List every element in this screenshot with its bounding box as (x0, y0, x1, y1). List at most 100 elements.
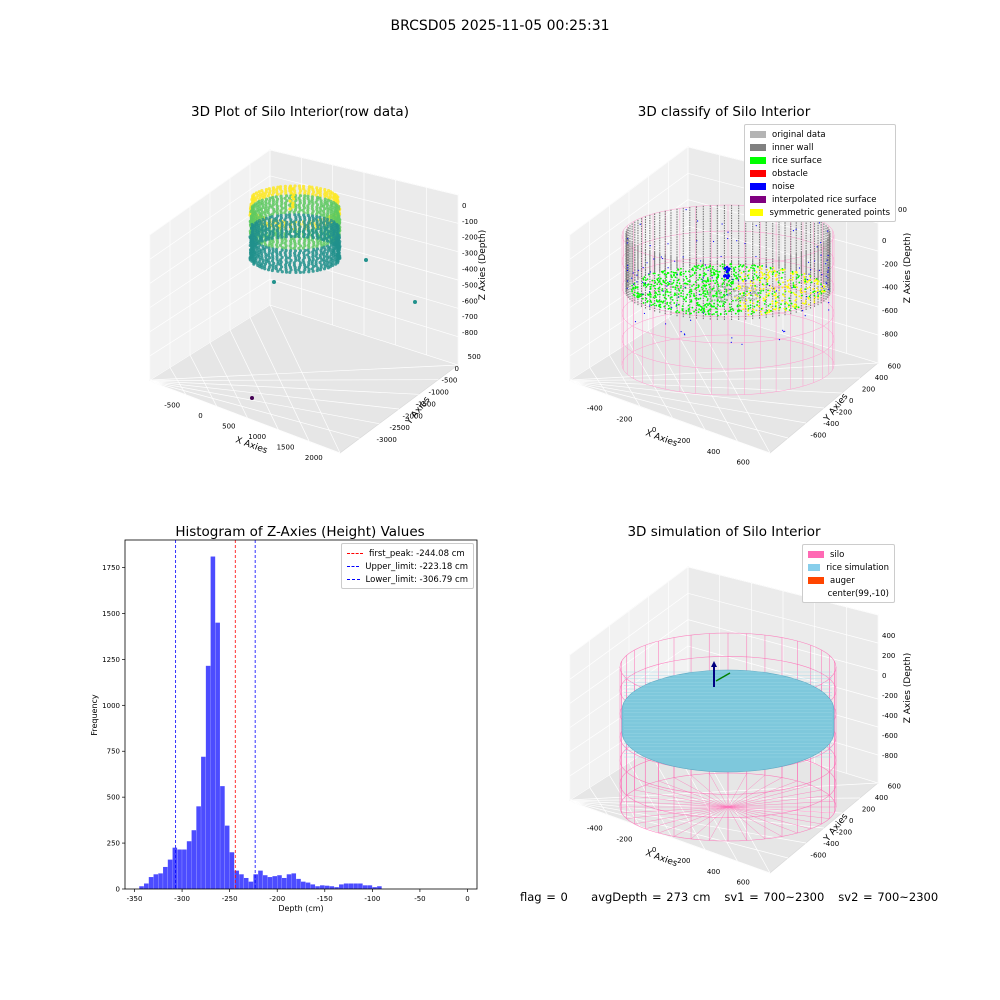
panel2-surface-point (698, 274, 701, 277)
panel1-point (267, 248, 272, 253)
panel1-point (258, 262, 262, 266)
panel2-surface-point (760, 313, 763, 316)
panel2-surface-point (667, 304, 670, 307)
panel2-surface-point (735, 271, 737, 274)
panel2-surface-point (636, 292, 639, 295)
panel4-auger-arm (715, 672, 731, 682)
panel2-original-point (753, 298, 756, 301)
panel2-noise-point (755, 255, 757, 258)
panel2-legend: original data inner wall rice surface obsta… (744, 124, 896, 222)
panel2-surface-point (694, 297, 697, 300)
panel1-point (271, 191, 276, 195)
histogram-y-label: Frequency (90, 694, 99, 736)
panel1-point (325, 217, 330, 222)
panel1-point (263, 195, 267, 199)
panel2-surface-point (721, 263, 724, 266)
panel1-point (278, 218, 283, 222)
panel1-point (263, 240, 267, 245)
panel2-surface-point (715, 292, 718, 295)
panel2-surface-point (689, 280, 691, 282)
panel2-surface-point (749, 280, 752, 283)
panel4-y-tick: -200 (836, 828, 852, 836)
panel2-surface-point (766, 311, 769, 314)
panel1-point (268, 199, 272, 203)
histogram-bar (153, 874, 159, 889)
panel2-surface-point (673, 279, 675, 282)
panel2-surface-point (774, 294, 777, 297)
panel1-point (302, 215, 307, 220)
panel1-point (331, 222, 335, 226)
panel2-surface-point (642, 284, 645, 287)
panel2-surface-point (765, 293, 768, 296)
panel2-surface-point (797, 306, 800, 309)
panel2-surface-point (633, 291, 636, 294)
panel2-surface-point (767, 277, 770, 280)
panel1-point (294, 218, 298, 222)
panel1-point (325, 244, 330, 248)
panel1-point (327, 246, 331, 251)
panel2-original-point (751, 287, 754, 290)
histogram-bar (167, 859, 173, 889)
panel2-surface-point (674, 293, 677, 296)
panel2-noise-point (711, 277, 713, 279)
panel2-surface-point (701, 307, 704, 310)
histogram-bar (367, 885, 373, 889)
panel2-original-point (750, 298, 753, 301)
panel2-noise-point (730, 341, 732, 344)
panel2-surface-point (795, 294, 798, 296)
panel1-point (294, 203, 298, 207)
panel2-surface-point (670, 296, 673, 299)
panel1-point (279, 194, 283, 198)
panel2-surface-point (704, 292, 706, 295)
panel1-point (315, 234, 319, 238)
panel2-surface-point (659, 277, 662, 280)
panel2-legend-entry: original data (750, 128, 890, 141)
panel1-point (275, 197, 280, 201)
panel1-point (298, 191, 302, 195)
histogram-bar (277, 875, 282, 889)
panel1-point (291, 197, 296, 201)
panel1-grid-line (229, 329, 279, 430)
panel2-surface-point (764, 300, 767, 302)
panel2-noise-point (814, 260, 816, 262)
histogram-legend-entry: first_peak: -244.08 cm (347, 547, 468, 560)
panel2-surface-point (820, 283, 822, 286)
panel1-point (284, 258, 288, 262)
panel2-surface-point (820, 287, 823, 290)
panel2-surface-point (706, 278, 709, 281)
panel1-point (272, 210, 276, 214)
panel2-noise-point (626, 280, 629, 282)
panel2-surface-point (751, 264, 753, 267)
panel1-z-tick: -400 (462, 266, 478, 274)
panel2-surface-point (684, 270, 687, 273)
panel1-point (263, 262, 268, 266)
panel2-legend-swatch (750, 209, 764, 216)
panel2-original-point (716, 289, 719, 292)
panel2-surface-point (739, 304, 741, 307)
panel1-point (268, 232, 272, 236)
panel1-point (254, 191, 259, 195)
panel1-point (297, 222, 301, 227)
panel1-point (294, 270, 298, 274)
panel2-surface-point (704, 285, 706, 288)
histogram-bar (262, 875, 268, 889)
panel2-surface-point (763, 303, 766, 305)
panel2-surface-point (817, 296, 819, 299)
panel2-surface-point (663, 273, 666, 275)
panel2-legend-label: obstacle (772, 168, 808, 179)
panel1-point (326, 266, 330, 270)
panel2-y-tick: -400 (823, 420, 839, 428)
panel2-noise-point (826, 259, 828, 261)
panel2-z-tick: 0 (882, 237, 886, 245)
panel1-point (306, 213, 310, 218)
panel2-surface-point (759, 277, 762, 280)
panel1-point (314, 261, 318, 265)
panel1-point (284, 253, 288, 257)
panel2-surface-point (762, 289, 765, 292)
panel2-surface-point (671, 282, 673, 285)
panel1-point (278, 267, 283, 271)
panel2-surface-point (746, 294, 748, 297)
panel2-surface-point (764, 298, 767, 301)
panel1-point (318, 223, 322, 227)
panel2-surface-point (775, 301, 778, 304)
